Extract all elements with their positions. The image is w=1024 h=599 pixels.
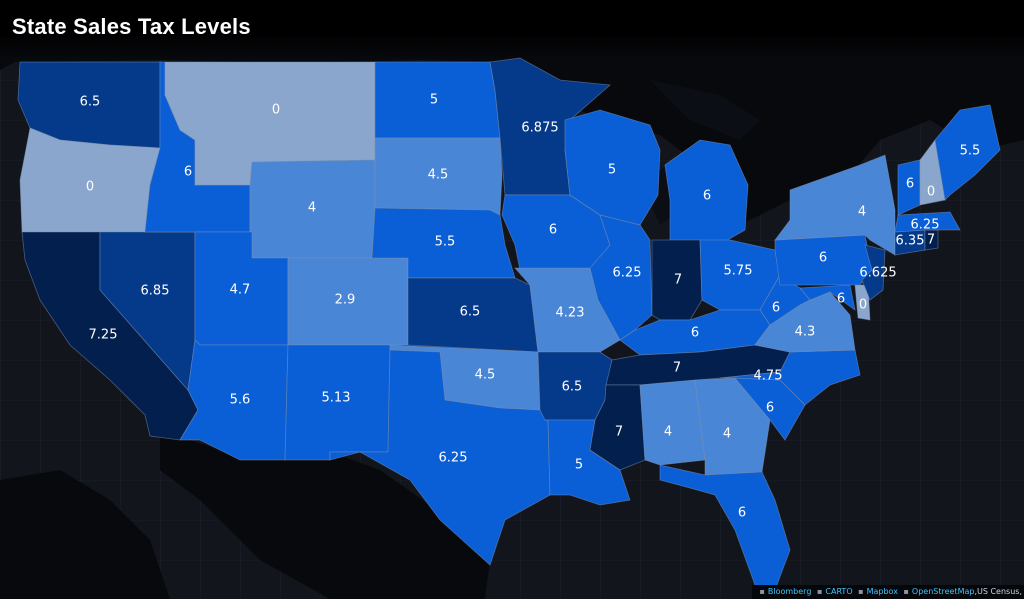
rate-label-kansas: 6.5 (460, 305, 481, 320)
rate-label-virginia: 4.3 (795, 325, 816, 340)
rate-label-idaho: 6 (184, 165, 192, 180)
rate-label-mississippi: 7 (615, 425, 623, 440)
rate-label-alabama: 4 (664, 425, 672, 440)
attribution-link-carto[interactable]: CARTO (825, 587, 853, 596)
map-title: State Sales Tax Levels (12, 14, 251, 39)
rate-label-georgia: 4 (723, 427, 731, 442)
state-maryland[interactable] (799, 284, 856, 311)
rate-label-nevada: 6.85 (141, 284, 170, 299)
attribution-tail: ,US Census, (974, 587, 1022, 596)
attribution-link-mapbox[interactable]: Mapbox (866, 587, 898, 596)
state-michigan[interactable] (664, 139, 749, 251)
states-layer (17, 57, 1001, 591)
state-new-jersey[interactable] (861, 244, 886, 301)
rate-label-wisconsin: 5 (608, 163, 616, 178)
rate-label-colorado: 2.9 (335, 293, 356, 308)
state-massachusetts[interactable] (894, 211, 961, 233)
rate-label-montana: 0 (272, 103, 280, 118)
rate-label-maryland: 6 (837, 292, 845, 307)
state-new-york[interactable] (774, 154, 896, 256)
title-bar: State Sales Tax Levels (0, 0, 1024, 58)
rate-label-pennsylvania: 6 (819, 251, 827, 266)
rate-label-kentucky: 6 (691, 326, 699, 341)
rate-label-tennessee: 7 (673, 361, 681, 376)
attribution-bullet-icon: ▪ (816, 587, 823, 596)
rate-label-michigan: 6 (703, 189, 711, 204)
rate-label-oklahoma: 4.5 (475, 368, 496, 383)
rate-label-connecticut: 6.35 (896, 234, 925, 249)
rate-label-minnesota: 6.875 (521, 121, 558, 136)
rate-label-arkansas: 6.5 (562, 380, 583, 395)
rate-label-california: 7.25 (89, 328, 118, 343)
attribution-link-openstreetmap[interactable]: OpenStreetMap (911, 587, 975, 596)
rate-label-indiana: 7 (674, 273, 682, 288)
rate-label-delaware: 0 (859, 298, 867, 313)
rate-label-south-carolina: 6 (766, 401, 774, 416)
rate-label-florida: 6 (738, 506, 746, 521)
attribution-bullet-icon: ▪ (858, 587, 864, 596)
attribution-bullet-icon: ▪ (759, 587, 765, 596)
rate-label-illinois: 6.25 (613, 266, 642, 281)
rate-label-massachusetts: 6.25 (911, 218, 940, 233)
state-wisconsin[interactable] (564, 109, 661, 226)
attribution-bullet-icon: ▪ (903, 587, 909, 596)
rate-label-new-hampshire: 0 (927, 185, 935, 200)
rate-labels-layer: 6.507.256.856044.75.62.95.1354.55.56.54.… (80, 93, 981, 521)
rate-label-rhode-island: 7 (927, 233, 935, 248)
rate-label-new-york: 4 (858, 205, 866, 220)
map-attribution: ▪ Bloomberg ▪ CARTO ▪ Mapbox ▪ OpenStreetMap… (752, 585, 1024, 599)
rate-label-utah: 4.7 (230, 283, 251, 298)
attribution-link-bloomberg[interactable]: Bloomberg (767, 587, 812, 596)
rate-label-new-jersey: 6.625 (859, 266, 896, 281)
rate-label-ohio: 5.75 (724, 264, 753, 279)
rate-label-oregon: 0 (86, 180, 94, 195)
state-north-carolina[interactable] (719, 349, 861, 406)
rate-label-vermont: 6 (906, 177, 914, 192)
rate-label-missouri: 4.23 (556, 306, 585, 321)
rate-label-north-carolina: 4.75 (754, 369, 783, 384)
rate-label-south-dakota: 4.5 (428, 168, 449, 183)
rate-label-north-dakota: 5 (430, 93, 438, 108)
state-texas[interactable] (329, 349, 551, 566)
rate-label-washington: 6.5 (80, 95, 101, 110)
rate-label-wyoming: 4 (308, 201, 316, 216)
rate-label-nebraska: 5.5 (435, 235, 456, 250)
rate-label-texas: 6.25 (439, 451, 468, 466)
rate-label-west-virginia: 6 (772, 301, 780, 316)
state-maine[interactable] (934, 104, 1001, 201)
rate-label-arizona: 5.6 (230, 393, 251, 408)
rate-label-maine: 5.5 (960, 144, 981, 159)
state-alabama[interactable] (639, 379, 706, 466)
rate-label-louisiana: 5 (575, 458, 583, 473)
rate-label-iowa: 6 (549, 223, 557, 238)
rate-label-new-mexico: 5.13 (322, 391, 351, 406)
